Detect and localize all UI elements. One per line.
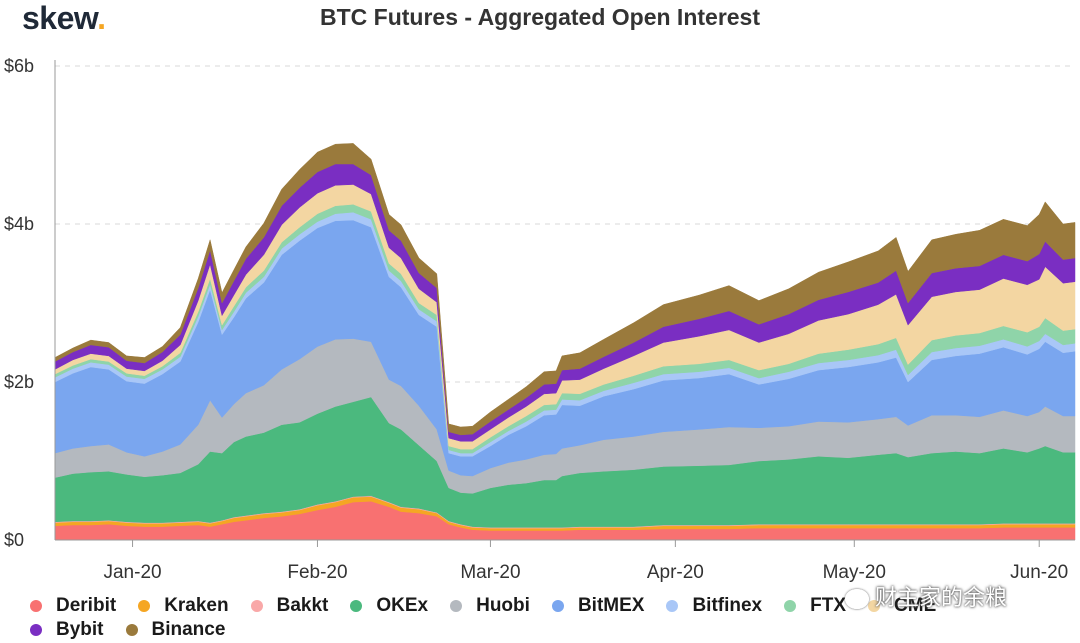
- chart-title: BTC Futures - Aggregated Open Interest: [319, 4, 761, 30]
- legend-label: Huobi: [476, 595, 530, 616]
- stacked-areas: [54, 143, 1076, 541]
- y-tick-label: $0: [4, 530, 24, 550]
- y-tick-label: $6b: [4, 56, 34, 76]
- legend-label: Kraken: [164, 595, 229, 616]
- legend-label: FTX: [810, 595, 847, 616]
- legend-label: Bybit: [56, 619, 104, 640]
- legend-dot-icon: [30, 600, 42, 612]
- legend-item-bybit[interactable]: Bybit: [30, 619, 104, 641]
- logo-dot: .: [97, 0, 106, 36]
- x-tick-label: Mar-20: [460, 562, 520, 583]
- legend-label: Binance: [151, 619, 226, 640]
- skew-logo: skew.: [22, 0, 106, 37]
- legend-item-kraken[interactable]: Kraken: [138, 595, 229, 617]
- x-tick-label: Apr-20: [647, 562, 704, 583]
- legend-item-bakkt[interactable]: Bakkt: [250, 595, 329, 617]
- legend-item-okex[interactable]: OKEx: [350, 595, 428, 617]
- legend-row: Bybit Binance: [30, 618, 1080, 642]
- legend-label: Bakkt: [276, 595, 329, 616]
- legend-dot-icon: [868, 600, 881, 612]
- area-binance: [54, 143, 1076, 436]
- x-tick-label: Jun-20: [1010, 562, 1068, 583]
- legend-item-huobi[interactable]: Huobi: [450, 595, 530, 617]
- legend-label: Bitfinex: [692, 595, 763, 616]
- legend-item-bitfinex[interactable]: Bitfinex: [666, 595, 762, 617]
- legend-dot-icon: [450, 600, 463, 612]
- logo-text: skew: [22, 0, 98, 36]
- legend-dot-icon: [784, 600, 797, 612]
- legend: Deribit Kraken Bakkt OKEx Huobi BitMEX Bitfine…: [30, 594, 1080, 642]
- axes: $0 $2b $4b $6b Jan-20 Feb-20 Mar-20 Apr-20 May-2…: [4, 56, 1075, 583]
- y-tick-label: $2b: [4, 372, 34, 392]
- legend-row: Deribit Kraken Bakkt OKEx Huobi BitMEX Bitfine…: [30, 594, 1080, 618]
- x-tick-label: Jan-20: [103, 562, 161, 583]
- legend-dot-icon: [666, 600, 679, 612]
- watermark: 财主家的余粮: [845, 580, 1007, 612]
- legend-item-ftx[interactable]: FTX: [784, 595, 846, 617]
- wechat-icon: [845, 589, 869, 610]
- legend-dot-icon: [138, 600, 151, 612]
- x-tick-label: May-20: [823, 562, 886, 583]
- legend-item-deribit[interactable]: Deribit: [30, 595, 116, 617]
- legend-label: CME: [894, 595, 937, 616]
- legend-dot-icon: [125, 624, 138, 636]
- y-tick-label: $4b: [4, 214, 34, 234]
- legend-item-cme[interactable]: CME: [868, 595, 936, 617]
- legend-label: Deribit: [56, 595, 117, 616]
- legend-dot-icon: [30, 624, 42, 636]
- legend-item-binance[interactable]: Binance: [125, 619, 226, 641]
- x-tick-label: Feb-20: [287, 562, 347, 583]
- open-interest-chart: $0 $2b $4b $6b Jan-20 Feb-20 Mar-20 Apr-20 May-2…: [4, 56, 1076, 583]
- watermark-text: 财主家的余粮: [875, 585, 1008, 610]
- legend-dot-icon: [551, 600, 564, 612]
- legend-label: OKEx: [376, 595, 429, 616]
- legend-dot-icon: [350, 600, 363, 612]
- legend-dot-icon: [250, 600, 263, 612]
- legend-item-bitmex[interactable]: BitMEX: [551, 595, 645, 617]
- legend-label: BitMEX: [577, 595, 645, 616]
